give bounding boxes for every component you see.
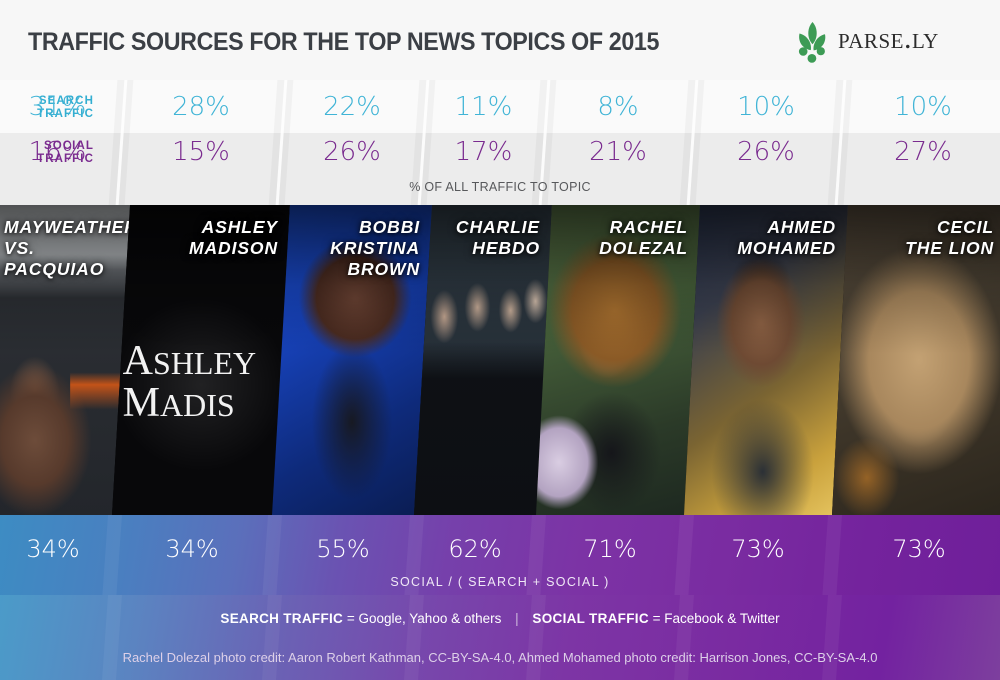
topic-label-line: MADISON	[189, 238, 278, 258]
social-traffic-value: 26%	[737, 137, 795, 167]
topic-name-label: AHMED MOHAMED	[684, 217, 848, 259]
search-row-background	[0, 80, 1000, 133]
topic-column[interactable]: CHARLIE HEBDO	[414, 205, 552, 515]
topic-label-line: HEBDO	[472, 238, 540, 258]
social-traffic-value: 15%	[172, 137, 230, 167]
social-traffic-value: 21%	[589, 137, 647, 167]
topic-name-label: ASHLEY MADISON	[112, 217, 290, 259]
topic-label-line: MOHAMED	[737, 238, 836, 258]
legend: SEARCH TRAFFIC = Google, Yahoo & others …	[0, 611, 1000, 626]
footer-column-divider	[673, 595, 695, 680]
photo-overlay-gradient	[832, 205, 1000, 515]
topic-label-line: BROWN	[347, 259, 420, 279]
footer-column-divider	[101, 595, 123, 680]
topic-name-label: RACHEL DOLEZAL	[536, 217, 700, 259]
footer: SEARCH TRAFFIC = Google, Yahoo & others …	[0, 595, 1000, 680]
search-label-line2: TRAFFIC	[37, 108, 94, 120]
topic-name-label: CECIL THE LION	[832, 217, 1000, 259]
footer-column-divider	[403, 595, 425, 680]
social-traffic-value: 17%	[454, 137, 513, 167]
social-label-line1: SOCIAL	[43, 140, 94, 152]
topic-label-line: BOBBI	[359, 217, 420, 237]
search-traffic-value: 10%	[737, 92, 795, 122]
search-traffic-value: 22%	[323, 92, 381, 122]
legend-social-label: SOCIAL TRAFFIC	[532, 611, 649, 626]
topic-column[interactable]: BOBBI KRISTINA BROWN	[272, 205, 432, 515]
topic-column[interactable]: RACHEL DOLEZAL	[536, 205, 700, 515]
footer-column-divider	[261, 595, 283, 680]
search-traffic-value: 31%	[28, 92, 87, 122]
social-traffic-label: SOCIAL TRAFFIC	[8, 140, 94, 166]
topic-column[interactable]: MAYWEATHER VS. PACQUIAO	[0, 205, 130, 515]
topic-label-line: DOLEZAL	[599, 238, 688, 258]
topic-label-line: VS. PACQUIAO	[4, 238, 105, 279]
parsely-logo: Parse.ly	[790, 18, 975, 66]
topic-name-label: BOBBI KRISTINA BROWN	[272, 217, 432, 280]
social-share-value: 71%	[583, 535, 637, 563]
legend-search-label: SEARCH TRAFFIC	[220, 611, 344, 626]
photo-overlay-gradient	[684, 205, 848, 515]
search-traffic-value: 28%	[172, 92, 230, 122]
social-share-value: 73%	[892, 535, 946, 563]
photo-credits: Rachel Dolezal photo credit: Aaron Rober…	[122, 650, 878, 665]
search-traffic-value: 11%	[454, 92, 513, 122]
social-share-value: 55%	[316, 535, 370, 563]
topic-label-line: MAYWEATHER	[4, 217, 130, 237]
topic-label-line: CHARLIE	[455, 217, 540, 237]
legend-search-value: = Google, Yahoo & others	[346, 611, 502, 626]
header: TRAFFIC SOURCES FOR THE TOP NEWS TOPICS …	[0, 0, 1000, 80]
parsely-wordmark: Parse.ly	[838, 22, 939, 55]
topic-column[interactable]: CECIL THE LION	[832, 205, 1000, 515]
search-label-line1: SEARCH	[38, 95, 94, 107]
photo-overlay-gradient	[112, 205, 290, 515]
search-traffic-value: 10%	[894, 92, 952, 122]
legend-separator: |	[515, 611, 519, 626]
social-share-value: 73%	[731, 535, 785, 563]
topic-label-line: AHMED	[767, 217, 836, 237]
topic-column[interactable]: AHMED MOHAMED	[684, 205, 848, 515]
photo-overlay-gradient	[414, 205, 552, 515]
topic-label-line: KRISTINA	[330, 238, 420, 258]
topic-name-label: MAYWEATHER VS. PACQUIAO	[0, 217, 130, 280]
photo-overlay-gradient	[0, 205, 130, 515]
footer-column-divider	[525, 595, 547, 680]
search-traffic-label: SEARCH TRAFFIC	[8, 95, 94, 121]
legend-social-value: = Facebook & Twitter	[652, 611, 780, 626]
social-share-value: 34%	[26, 535, 80, 563]
stats-caption: % OF ALL TRAFFIC TO TOPIC	[409, 180, 591, 194]
topic-label-line: CECIL	[937, 217, 994, 237]
ratio-band: 34% 34% 55% 62% 71% 73% 73% SOCIAL / ( SEARCH …	[0, 515, 1000, 595]
photo-overlay-gradient	[272, 205, 432, 515]
social-label-line2: TRAFFIC	[37, 153, 94, 165]
social-traffic-value: 16%	[28, 137, 87, 167]
footer-column-divider	[821, 595, 843, 680]
social-traffic-value: 27%	[894, 137, 952, 167]
topic-label-line: ASHLEY	[201, 217, 278, 237]
parsley-leaf-icon	[790, 20, 834, 64]
search-traffic-value: 8%	[597, 92, 639, 122]
social-share-value: 62%	[448, 535, 502, 563]
social-row-background	[0, 133, 1000, 205]
photo-overlay-gradient	[536, 205, 700, 515]
ratio-caption: SOCIAL / ( SEARCH + SOCIAL )	[390, 575, 610, 589]
topic-label-line: THE LION	[905, 238, 994, 258]
topic-name-label: CHARLIE HEBDO	[414, 217, 552, 259]
page-title: TRAFFIC SOURCES FOR THE TOP NEWS TOPICS …	[28, 28, 660, 56]
topic-label-line: RACHEL	[609, 217, 688, 237]
stats-table: SEARCH TRAFFIC SOCIAL TRAFFIC 31% 28% 22% 1…	[0, 80, 1000, 205]
social-share-value: 34%	[165, 535, 219, 563]
social-traffic-value: 26%	[323, 137, 381, 167]
